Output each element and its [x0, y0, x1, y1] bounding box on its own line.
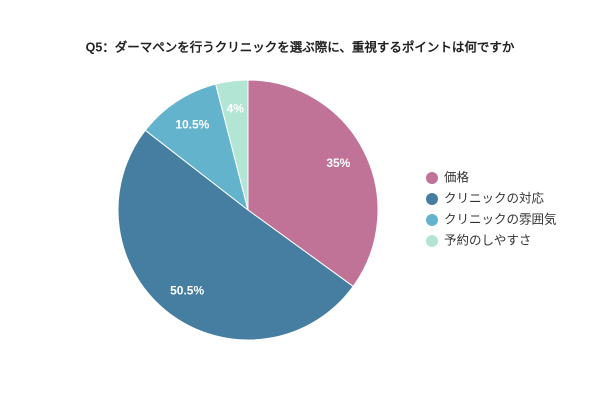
pie-slice: [215, 79, 249, 211]
pie-slice: [144, 83, 249, 212]
legend-marker: [426, 214, 438, 226]
pie-slice: [117, 129, 354, 341]
data-label: 50.5%: [170, 283, 204, 297]
legend-label: クリニックの対応: [444, 191, 545, 205]
pie-slice: [247, 79, 379, 288]
data-label: 10.5%: [175, 117, 209, 131]
legend-marker: [426, 172, 438, 184]
chart-title: Q5：ダーマペンを行うクリニックを選ぶ際に、重視するポイントは何ですか: [86, 39, 515, 54]
legend-marker: [426, 193, 438, 205]
legend-label: クリニックの雰囲気: [444, 211, 557, 226]
legend-marker: [426, 235, 438, 247]
legend-label: 予約のしやすさ: [444, 232, 531, 247]
data-label: 35%: [326, 156, 350, 170]
data-label: 4%: [227, 102, 245, 116]
legend-label: 価格: [444, 169, 470, 184]
